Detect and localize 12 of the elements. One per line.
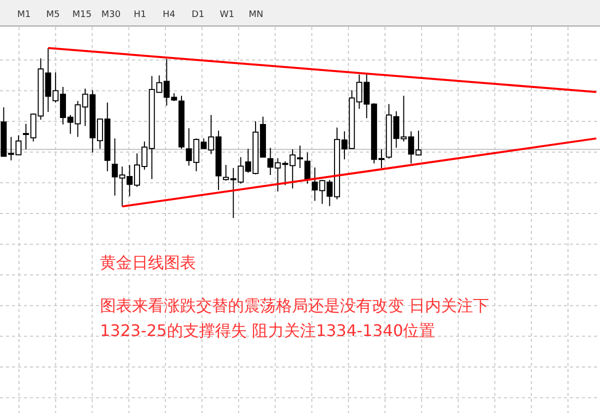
candlestick xyxy=(304,152,310,184)
text: D1 xyxy=(192,10,204,20)
text: W1 xyxy=(220,10,234,20)
text: M15 xyxy=(72,10,92,20)
text: 黄金日线图表 xyxy=(100,253,196,272)
text: M1 xyxy=(17,10,31,20)
text: MN xyxy=(248,10,264,20)
text: M5 xyxy=(46,10,60,20)
text: H4 xyxy=(162,10,176,20)
text: H1 xyxy=(134,10,146,20)
text: M30 xyxy=(101,10,121,20)
text: 图表来看涨跌交替的震荡格局还是没有改变 日内关注下1323-25的支撑得失 阻力关注1334-1340位置 xyxy=(100,296,490,340)
